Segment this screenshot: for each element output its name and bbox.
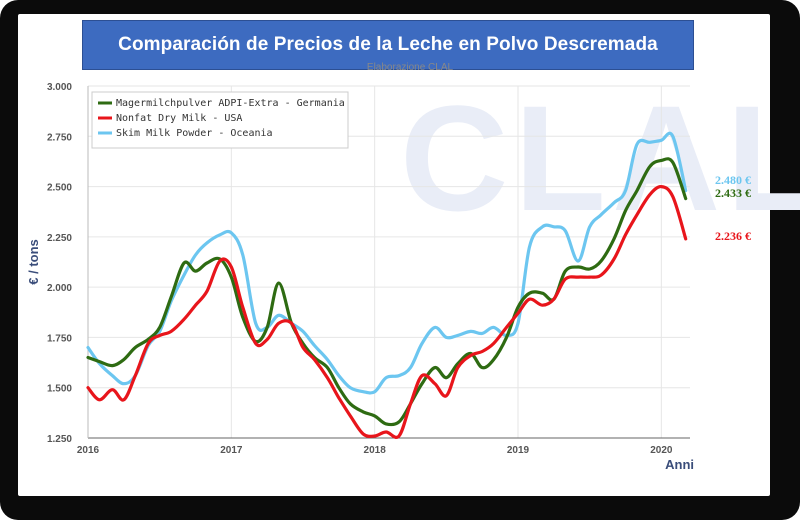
y-tick-label: 1.750 [47, 333, 72, 344]
chart-subtitle: Elaborazione CLAL [366, 62, 454, 73]
y-tick-label: 2.000 [47, 283, 72, 294]
end-label-usa: 2.236 € [715, 229, 751, 243]
x-tick-label: 2019 [507, 445, 530, 456]
end-label-germania: 2.433 € [715, 186, 751, 200]
x-tick-label: 2016 [77, 445, 100, 456]
series-line-usa [86, 184, 688, 439]
legend-item-label: Skim Milk Powder - Oceania [116, 128, 273, 139]
series-line-oceania [86, 131, 688, 395]
y-axis-label: € / tons [26, 239, 41, 285]
y-tick-label: 3.000 [47, 82, 72, 93]
y-tick-label: 1.250 [47, 434, 72, 445]
legend: Magermilchpulver ADPI-Extra - Germania No… [91, 91, 349, 149]
chart-title: Comparación de Precios de la Leche en Po… [82, 20, 694, 70]
y-tick-label: 1.500 [47, 384, 72, 395]
series-line-germania [86, 157, 688, 427]
y-tick-label: 2.750 [47, 132, 72, 143]
x-tick-label: 2018 [364, 445, 387, 456]
axes: 1.250 1.500 1.750 2.000 2.250 2.500 2.750 3.000… [26, 82, 694, 472]
x-axis-label: Anni [665, 457, 694, 472]
legend-item-label: Nonfat Dry Milk - USA [116, 113, 242, 124]
x-tick-label: 2017 [220, 445, 243, 456]
legend-box [91, 91, 349, 149]
legend-item-label: Magermilchpulver ADPI-Extra - Germania [116, 98, 345, 109]
y-tick-label: 2.250 [47, 233, 72, 244]
end-labels: 2.433 € 2.236 € 2.480 € [715, 173, 751, 243]
end-label-oceania: 2.480 € [715, 173, 751, 187]
x-tick-label: 2020 [650, 445, 673, 456]
series-lines [86, 131, 688, 439]
y-tick-label: 2.500 [47, 183, 72, 194]
